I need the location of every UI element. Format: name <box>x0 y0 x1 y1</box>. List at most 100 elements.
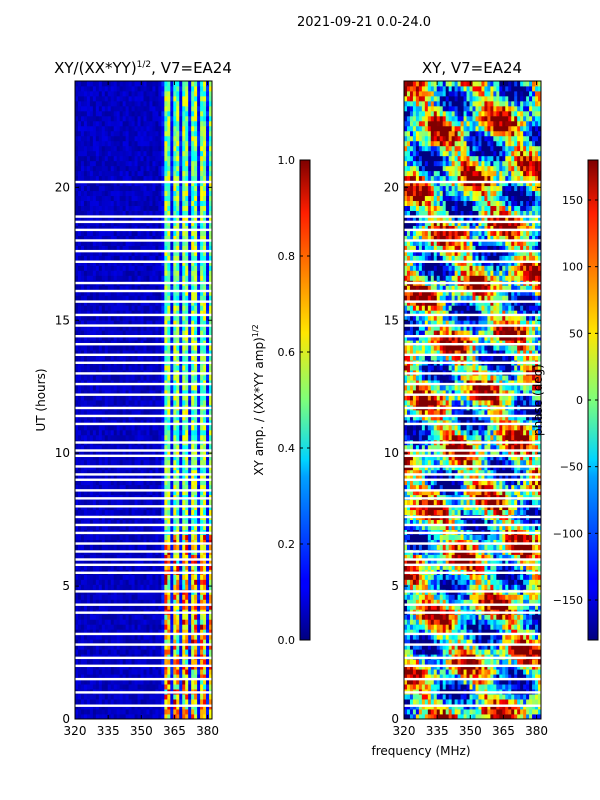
amp-heatmap-cell <box>158 195 162 202</box>
amp-heatmap-cell <box>140 310 144 316</box>
amp-heatmap-cell <box>173 270 177 276</box>
amp-heatmap-cell <box>152 195 156 202</box>
amp-heatmap-cell <box>170 709 174 715</box>
amp-heatmap-cell <box>89 639 94 645</box>
amp-heatmap-cell <box>167 295 171 301</box>
amp-heatmap-cell <box>104 579 109 585</box>
amp-heatmap-cell <box>113 469 118 476</box>
amp-heatmap-cell <box>191 215 195 221</box>
amp-heatmap-cell <box>176 584 180 590</box>
amp-heatmap-cell <box>89 265 94 271</box>
amp-heatmap-cell <box>131 709 135 715</box>
amp-heatmap-cell <box>137 315 141 321</box>
amp-heatmap-cell <box>101 350 106 356</box>
amp-heatmap-cell <box>137 674 141 680</box>
amp-heatmap-cell <box>122 584 127 590</box>
amp-heatmap-cell <box>152 499 156 506</box>
amp-heatmap-cell <box>209 619 213 625</box>
amp-heatmap-cell <box>134 524 138 530</box>
amp-heatmap-cell <box>191 579 195 585</box>
amp-heatmap-cell <box>179 534 183 540</box>
amp-heatmap-cell <box>158 365 162 371</box>
amp-heatmap-cell <box>128 579 132 585</box>
amp-heatmap-cell <box>206 355 210 361</box>
amp-heatmap-cell <box>182 614 186 620</box>
amp-heatmap-cell <box>86 639 91 645</box>
amp-heatmap-cell <box>116 230 121 236</box>
amp-heatmap-cell <box>185 479 189 486</box>
amp-heatmap-cell <box>83 330 88 336</box>
amp-heatmap-cell <box>206 310 210 316</box>
amp-heatmap-cell <box>86 210 91 216</box>
amp-heatmap-cell <box>203 260 207 266</box>
amp-heatmap-cell <box>80 275 85 281</box>
amp-heatmap-cell <box>89 255 94 261</box>
amp-heatmap-cell <box>209 205 213 211</box>
amp-heatmap-cell <box>77 300 82 306</box>
amp-heatmap-cell <box>197 315 201 321</box>
amp-heatmap-cell <box>119 574 124 580</box>
amp-heatmap-cell <box>113 629 118 635</box>
amp-heatmap-cell <box>77 639 82 645</box>
amp-heatmap-cell <box>110 260 115 266</box>
amp-heatmap-cell <box>113 215 118 221</box>
amp-heatmap-cell <box>182 414 186 421</box>
amp-heatmap-cell <box>191 265 195 271</box>
amp-heatmap-cell <box>185 240 189 246</box>
amp-heatmap-cell <box>122 325 127 331</box>
amp-heatmap-cell <box>110 365 115 371</box>
amp-heatmap-cell <box>143 594 147 600</box>
amp-heatmap-cell <box>155 300 159 306</box>
amp-heatmap-cell <box>200 230 204 236</box>
amp-heatmap-cell <box>107 175 112 182</box>
amp-heatmap-cell <box>197 355 201 361</box>
amp-heatmap-cell <box>149 594 153 600</box>
amp-heatmap-cell <box>140 479 144 486</box>
amp-heatmap-cell <box>98 195 103 202</box>
amp-heatmap-cell <box>152 205 156 211</box>
amp-heatmap-cell <box>107 200 112 207</box>
amp-heatmap-cell <box>119 669 124 675</box>
amp-heatmap-cell <box>104 260 109 266</box>
amp-heatmap-cell <box>122 479 127 486</box>
amp-heatmap-cell <box>92 355 97 361</box>
amp-heatmap-cell <box>200 459 204 466</box>
amp-heatmap-cell <box>119 634 124 640</box>
amp-heatmap-cell <box>146 699 150 705</box>
amp-heatmap-cell <box>75 699 79 705</box>
amp-heatmap-cell <box>104 245 109 251</box>
amp-heatmap-cell <box>185 714 189 720</box>
amp-heatmap-cell <box>104 355 109 361</box>
amp-heatmap-cell <box>203 669 207 675</box>
amp-heatmap-cell <box>167 634 171 640</box>
amp-heatmap-cell <box>125 325 130 331</box>
amp-heatmap-cell <box>110 604 115 610</box>
amp-heatmap-cell <box>104 270 109 276</box>
amp-heatmap-cell <box>149 524 153 530</box>
amp-heatmap-cell <box>146 474 150 481</box>
amp-heatmap-cell <box>146 335 150 341</box>
amp-heatmap-cell <box>128 320 132 326</box>
amp-heatmap-cell <box>152 240 156 246</box>
amp-heatmap-cell <box>101 400 106 406</box>
amp-heatmap-cell <box>134 409 138 416</box>
amp-heatmap-cell <box>167 210 171 216</box>
amp-heatmap-cell <box>137 574 141 580</box>
amp-heatmap-cell <box>170 424 174 431</box>
amp-heatmap-cell <box>122 564 127 570</box>
amp-heatmap-cell <box>185 449 189 456</box>
amp-heatmap-cell <box>170 250 174 256</box>
amp-heatmap-cell <box>137 599 141 605</box>
amp-heatmap-cell <box>206 599 210 605</box>
amp-heatmap-cell <box>113 434 118 441</box>
amp-heatmap-cell <box>119 614 124 620</box>
amp-heatmap-cell <box>188 185 192 192</box>
amp-heatmap-cell <box>149 489 153 496</box>
amp-heatmap-cell <box>110 424 115 431</box>
amp-heatmap-cell <box>125 230 130 236</box>
amp-heatmap-cell <box>182 220 186 226</box>
amp-heatmap-cell <box>119 474 124 481</box>
amp-heatmap-cell <box>170 639 174 645</box>
amp-heatmap-cell <box>188 205 192 211</box>
amp-heatmap-cell <box>75 599 79 605</box>
